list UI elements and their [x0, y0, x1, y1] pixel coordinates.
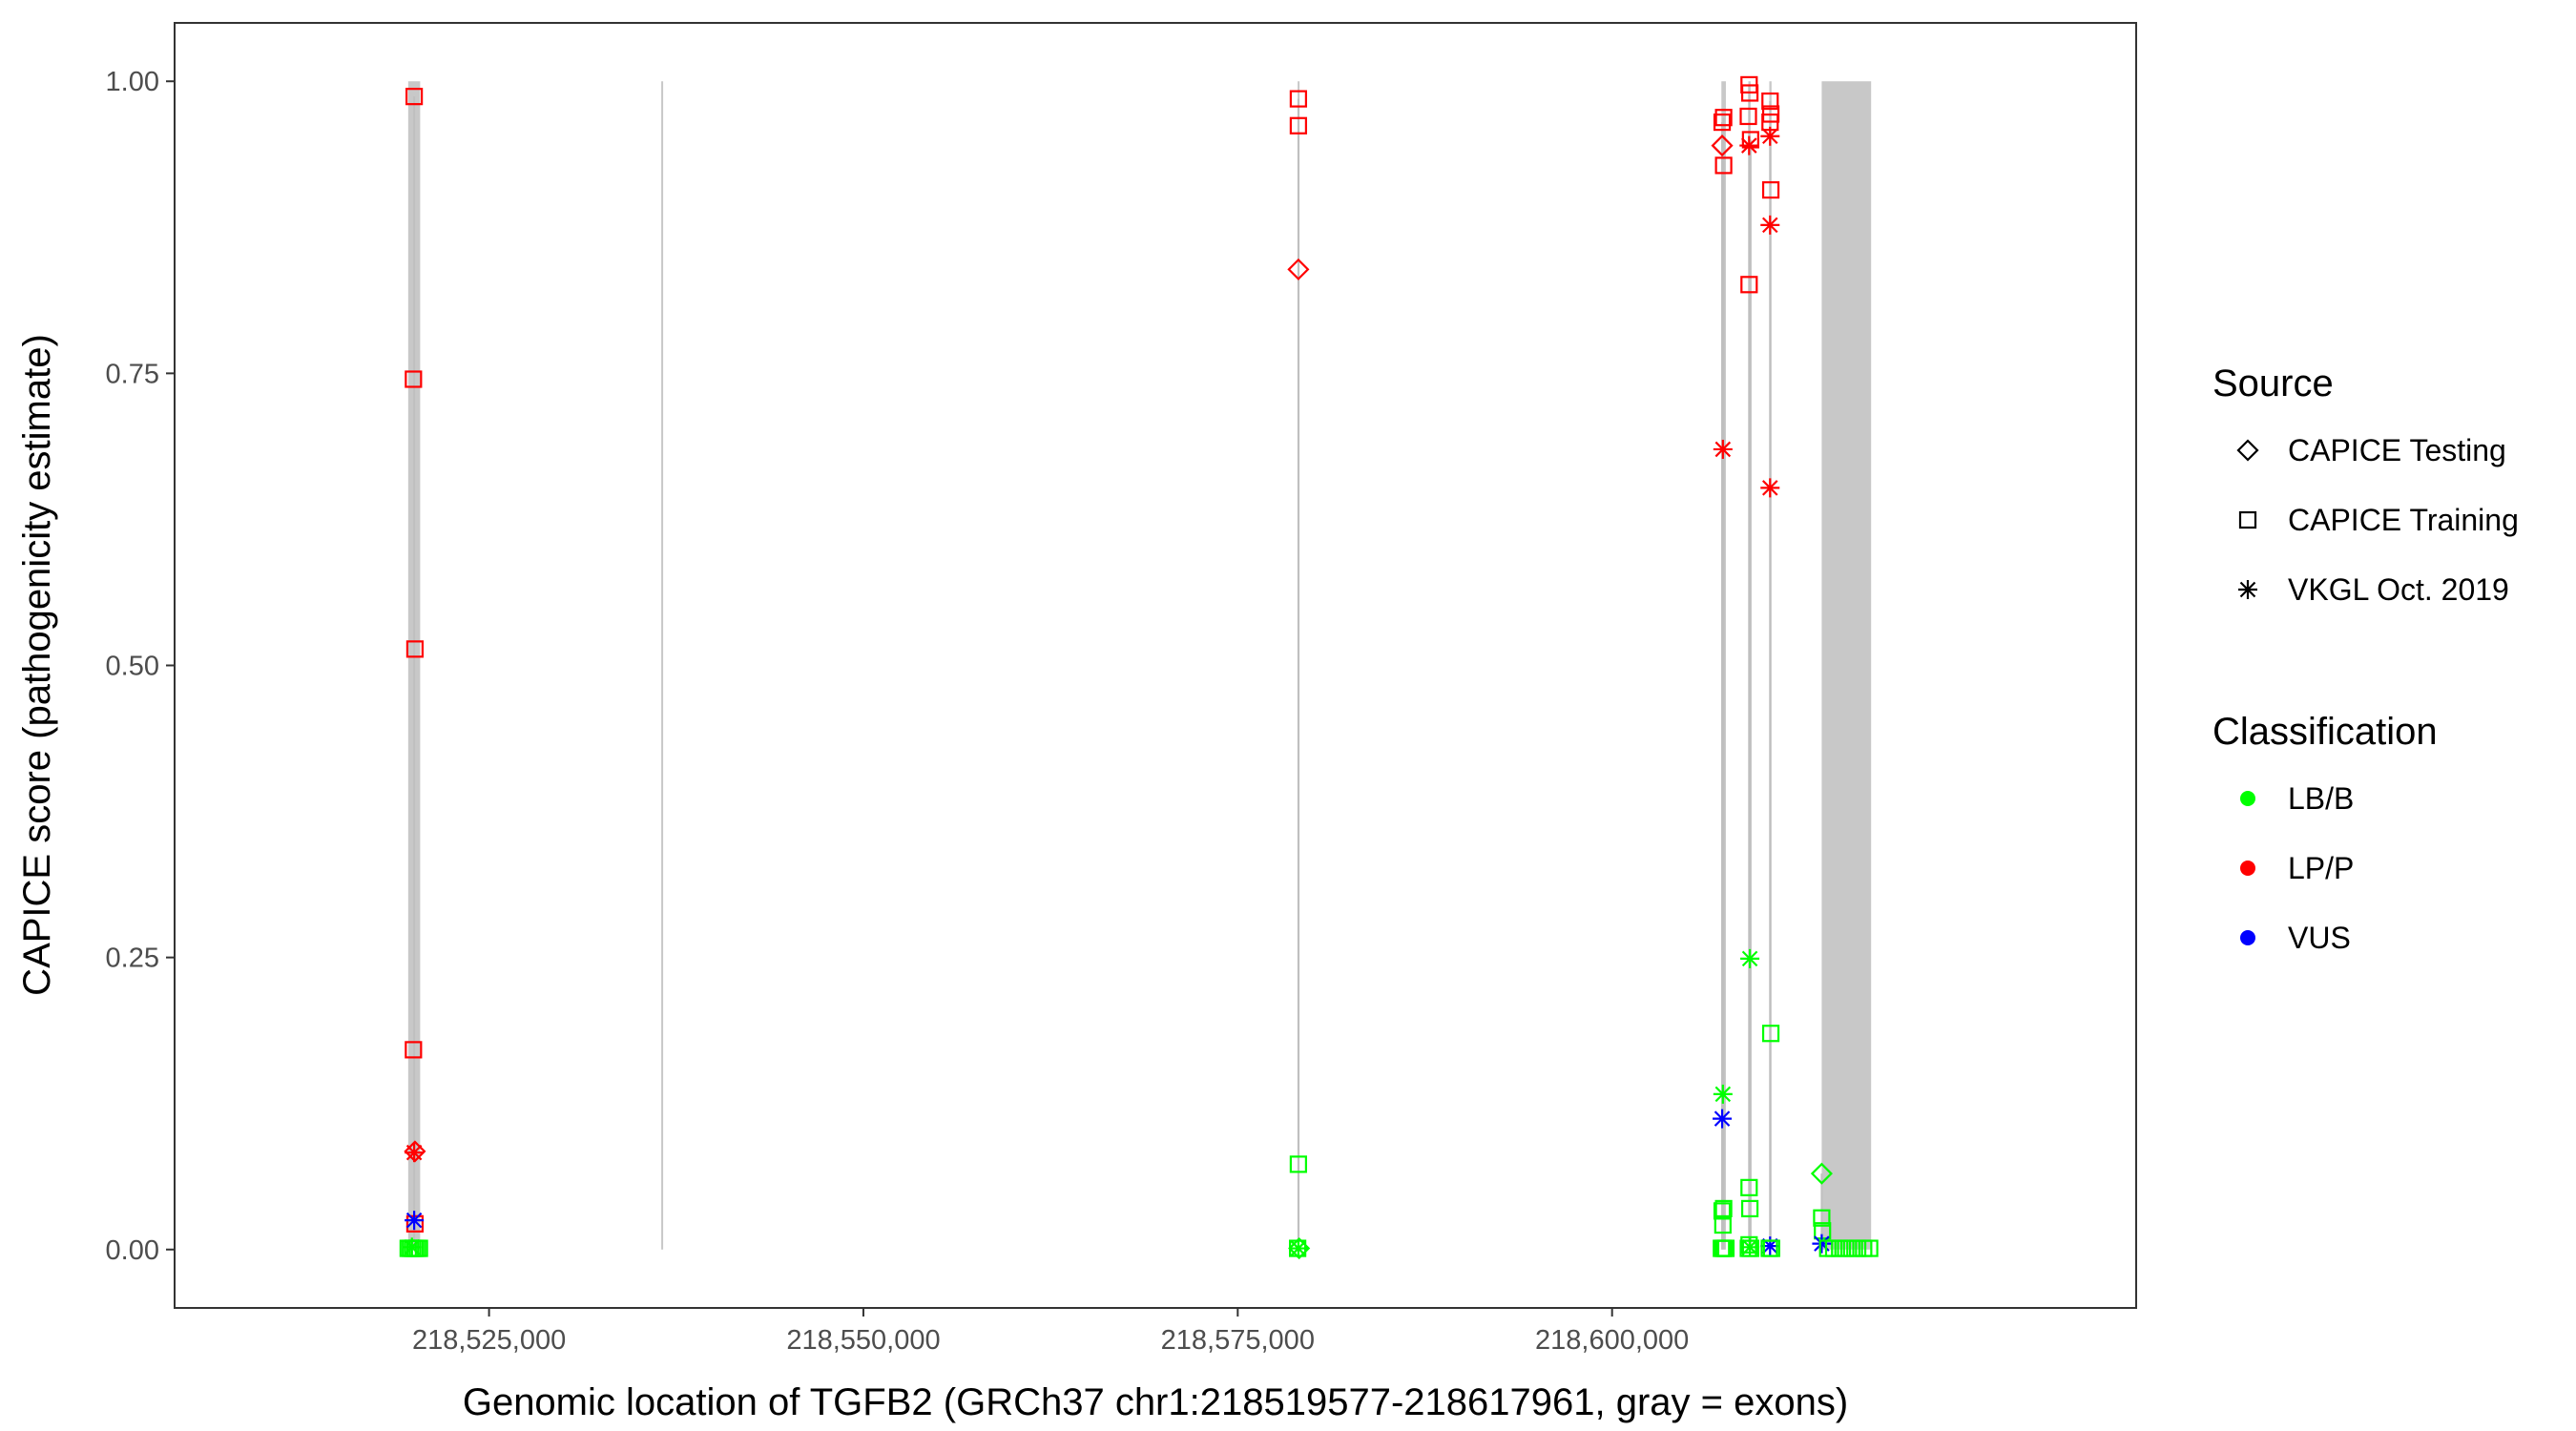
point-square-lpp — [1714, 156, 1733, 175]
y-tick-label: 1.00 — [106, 67, 159, 97]
point-square-lpp — [405, 370, 423, 388]
point-asterisk-vus — [405, 1211, 425, 1231]
legend-classification-label: LB/B — [2288, 781, 2354, 816]
point-asterisk-lbb — [402, 1237, 422, 1257]
legend-source-label: CAPICE Training — [2288, 503, 2519, 537]
point-square-lbb — [1860, 1239, 1879, 1257]
exon-band — [1821, 81, 1872, 1250]
legend-source-label: CAPICE Testing — [2288, 433, 2506, 467]
point-square-lbb — [1813, 1209, 1831, 1227]
point-asterisk-vus — [1812, 1234, 1832, 1254]
y-tick-label: 0.25 — [106, 944, 159, 974]
legend-diamond-marker — [2236, 439, 2259, 462]
legend-source-label: VKGL Oct. 2019 — [2288, 572, 2509, 607]
point-square-lpp — [1741, 131, 1759, 149]
point-square-lpp — [1761, 181, 1780, 199]
point-square-lbb — [1289, 1155, 1307, 1173]
point-asterisk-lbb — [1713, 1084, 1733, 1104]
point-square-lbb — [1740, 1199, 1759, 1218]
point-diamond-lpp — [1287, 258, 1310, 280]
y-tick-label: 0.50 — [106, 652, 159, 682]
legend-source-title: Source — [2212, 363, 2334, 404]
point-square-lbb — [1714, 1215, 1732, 1234]
x-tick-label: 218,550,000 — [786, 1325, 940, 1356]
x-axis-title: Genomic location of TGFB2 (GRCh37 chr1:2… — [463, 1381, 1848, 1423]
point-asterisk-lpp — [1760, 478, 1780, 498]
x-axis: 218,525,000 218,550,000 218,575,000 218,600… — [412, 1308, 1689, 1356]
y-tick-label: 0.75 — [106, 359, 159, 389]
point-square-lpp — [1761, 92, 1779, 111]
point-square-lpp — [1289, 116, 1307, 135]
x-tick-label: 218,575,000 — [1161, 1325, 1315, 1356]
legend-square-marker — [2238, 510, 2257, 529]
x-tick-label: 218,525,000 — [412, 1325, 566, 1356]
point-square-lbb — [1762, 1239, 1780, 1257]
legend-vus-dot — [2240, 930, 2255, 945]
exon-band — [661, 81, 664, 1250]
y-axis-title: CAPICE score (pathogenicity estimate) — [16, 334, 58, 996]
point-square-lpp — [405, 640, 424, 658]
point-square-lbb — [1714, 1199, 1733, 1218]
x-tick-label: 218,600,000 — [1535, 1325, 1689, 1356]
point-square-lpp — [1289, 90, 1307, 108]
point-square-lbb — [1761, 1025, 1780, 1043]
point-asterisk-lpp — [405, 1143, 425, 1163]
point-square-lpp — [405, 1041, 423, 1059]
point-square-lpp — [1740, 276, 1758, 294]
legend: Source CAPICE Testing CAPICE Training VKGL… — [2212, 363, 2519, 955]
variant-stems — [413, 84, 1823, 1250]
point-square-lpp — [1740, 84, 1759, 102]
point-asterisk-lpp — [1760, 215, 1780, 235]
point-asterisk-vus — [1713, 1109, 1733, 1129]
data-points — [399, 75, 1879, 1260]
y-axis: 0.00 0.25 0.50 0.75 1.00 — [106, 67, 175, 1266]
legend-lbb-dot — [2240, 791, 2255, 806]
legend-source-entries: CAPICE Testing CAPICE Training VKGL Oct. 2… — [2236, 433, 2519, 607]
point-square-lpp — [405, 88, 424, 106]
point-square-lpp — [1714, 109, 1733, 127]
y-tick-label: 0.00 — [106, 1235, 159, 1266]
point-asterisk-lbb — [1740, 1237, 1760, 1257]
point-square-lbb — [1713, 1202, 1732, 1220]
point-square-lpp — [1739, 107, 1757, 126]
legend-lpp-dot — [2240, 861, 2255, 876]
point-diamond-lpp — [1711, 135, 1734, 157]
point-square-lbb — [1740, 1178, 1758, 1196]
point-square-lpp — [1713, 113, 1732, 132]
point-asterisk-lbb — [1288, 1238, 1308, 1258]
legend-classification-label: LP/P — [2288, 851, 2354, 885]
legend-classification-entries: LB/B LP/P VUS — [2240, 781, 2354, 955]
point-asterisk-lpp — [1713, 439, 1733, 459]
point-asterisk-lbb — [1740, 948, 1760, 968]
legend-asterisk-marker — [2238, 580, 2257, 599]
point-diamond-lbb — [1810, 1162, 1833, 1185]
legend-classification-title: Classification — [2212, 711, 2438, 753]
legend-classification-label: VUS — [2288, 921, 2351, 955]
point-square-lbb — [1716, 1239, 1735, 1257]
point-asterisk-lpp — [1760, 126, 1780, 146]
